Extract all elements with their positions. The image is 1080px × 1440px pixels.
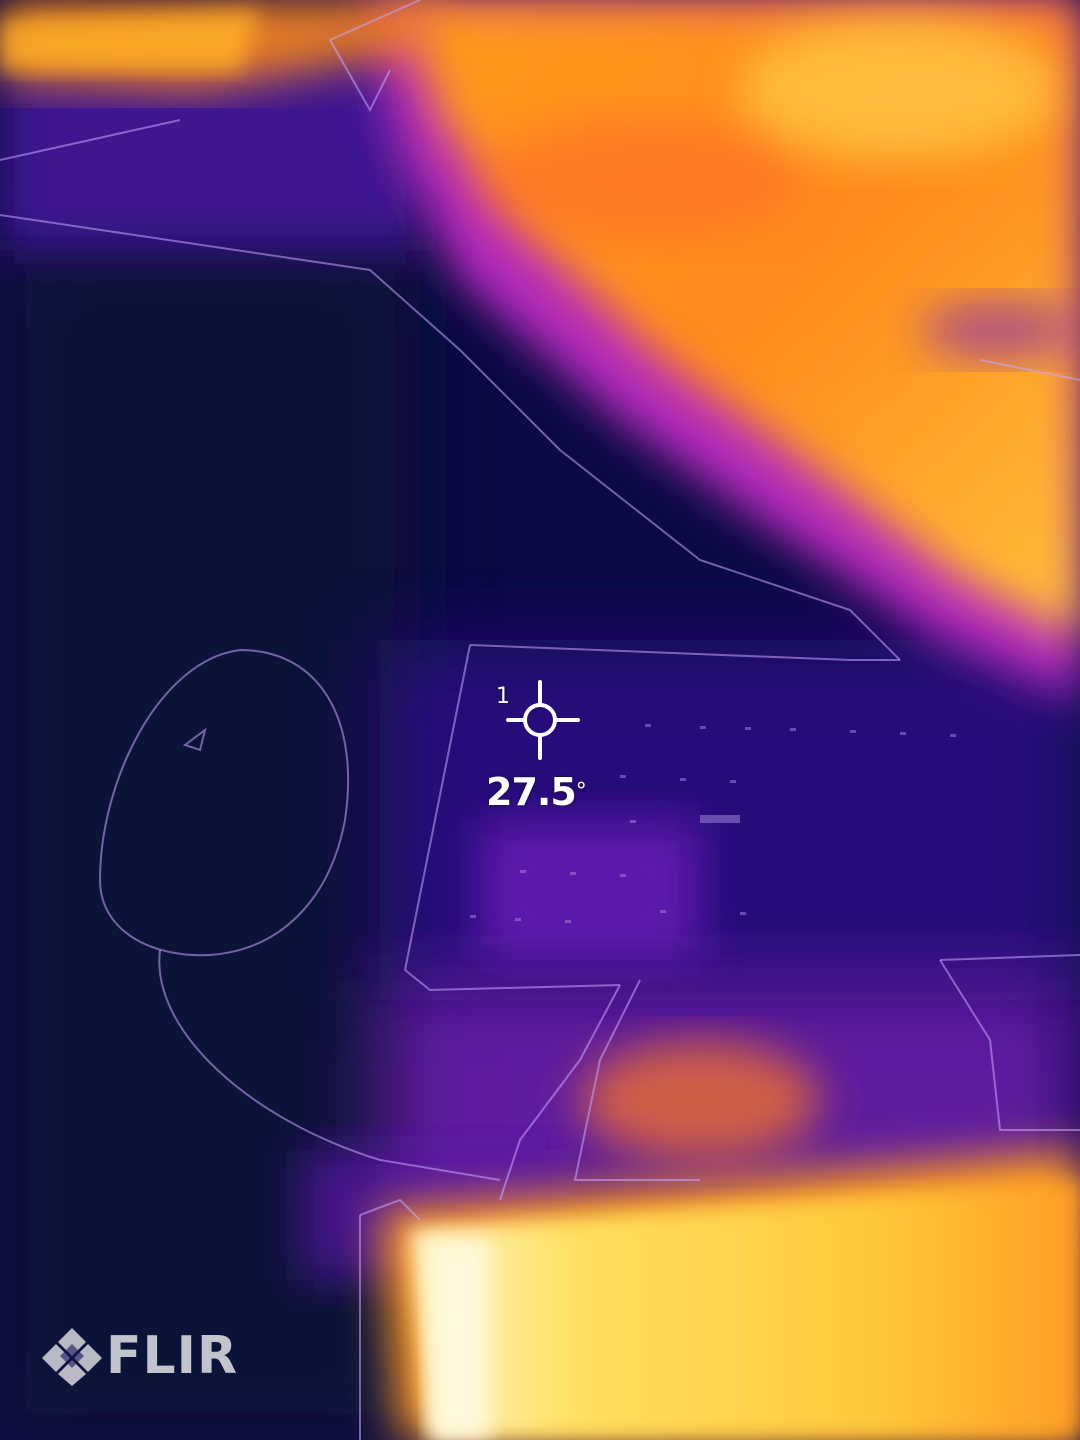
flir-watermark: FLIR bbox=[42, 1326, 238, 1386]
brand-wordmark: FLIR bbox=[106, 1326, 239, 1386]
spot-meter-index: 1 bbox=[496, 684, 510, 709]
crosshair-icon bbox=[506, 680, 580, 760]
spot-meter: 1 27.5° bbox=[486, 680, 596, 825]
spot-temperature-readout: 27.5° bbox=[486, 770, 587, 814]
flir-diamond-logo-icon bbox=[42, 1328, 102, 1386]
keyboard-detail bbox=[470, 724, 956, 923]
temperature-value: 27.5 bbox=[486, 770, 577, 814]
temperature-unit: ° bbox=[575, 779, 587, 804]
